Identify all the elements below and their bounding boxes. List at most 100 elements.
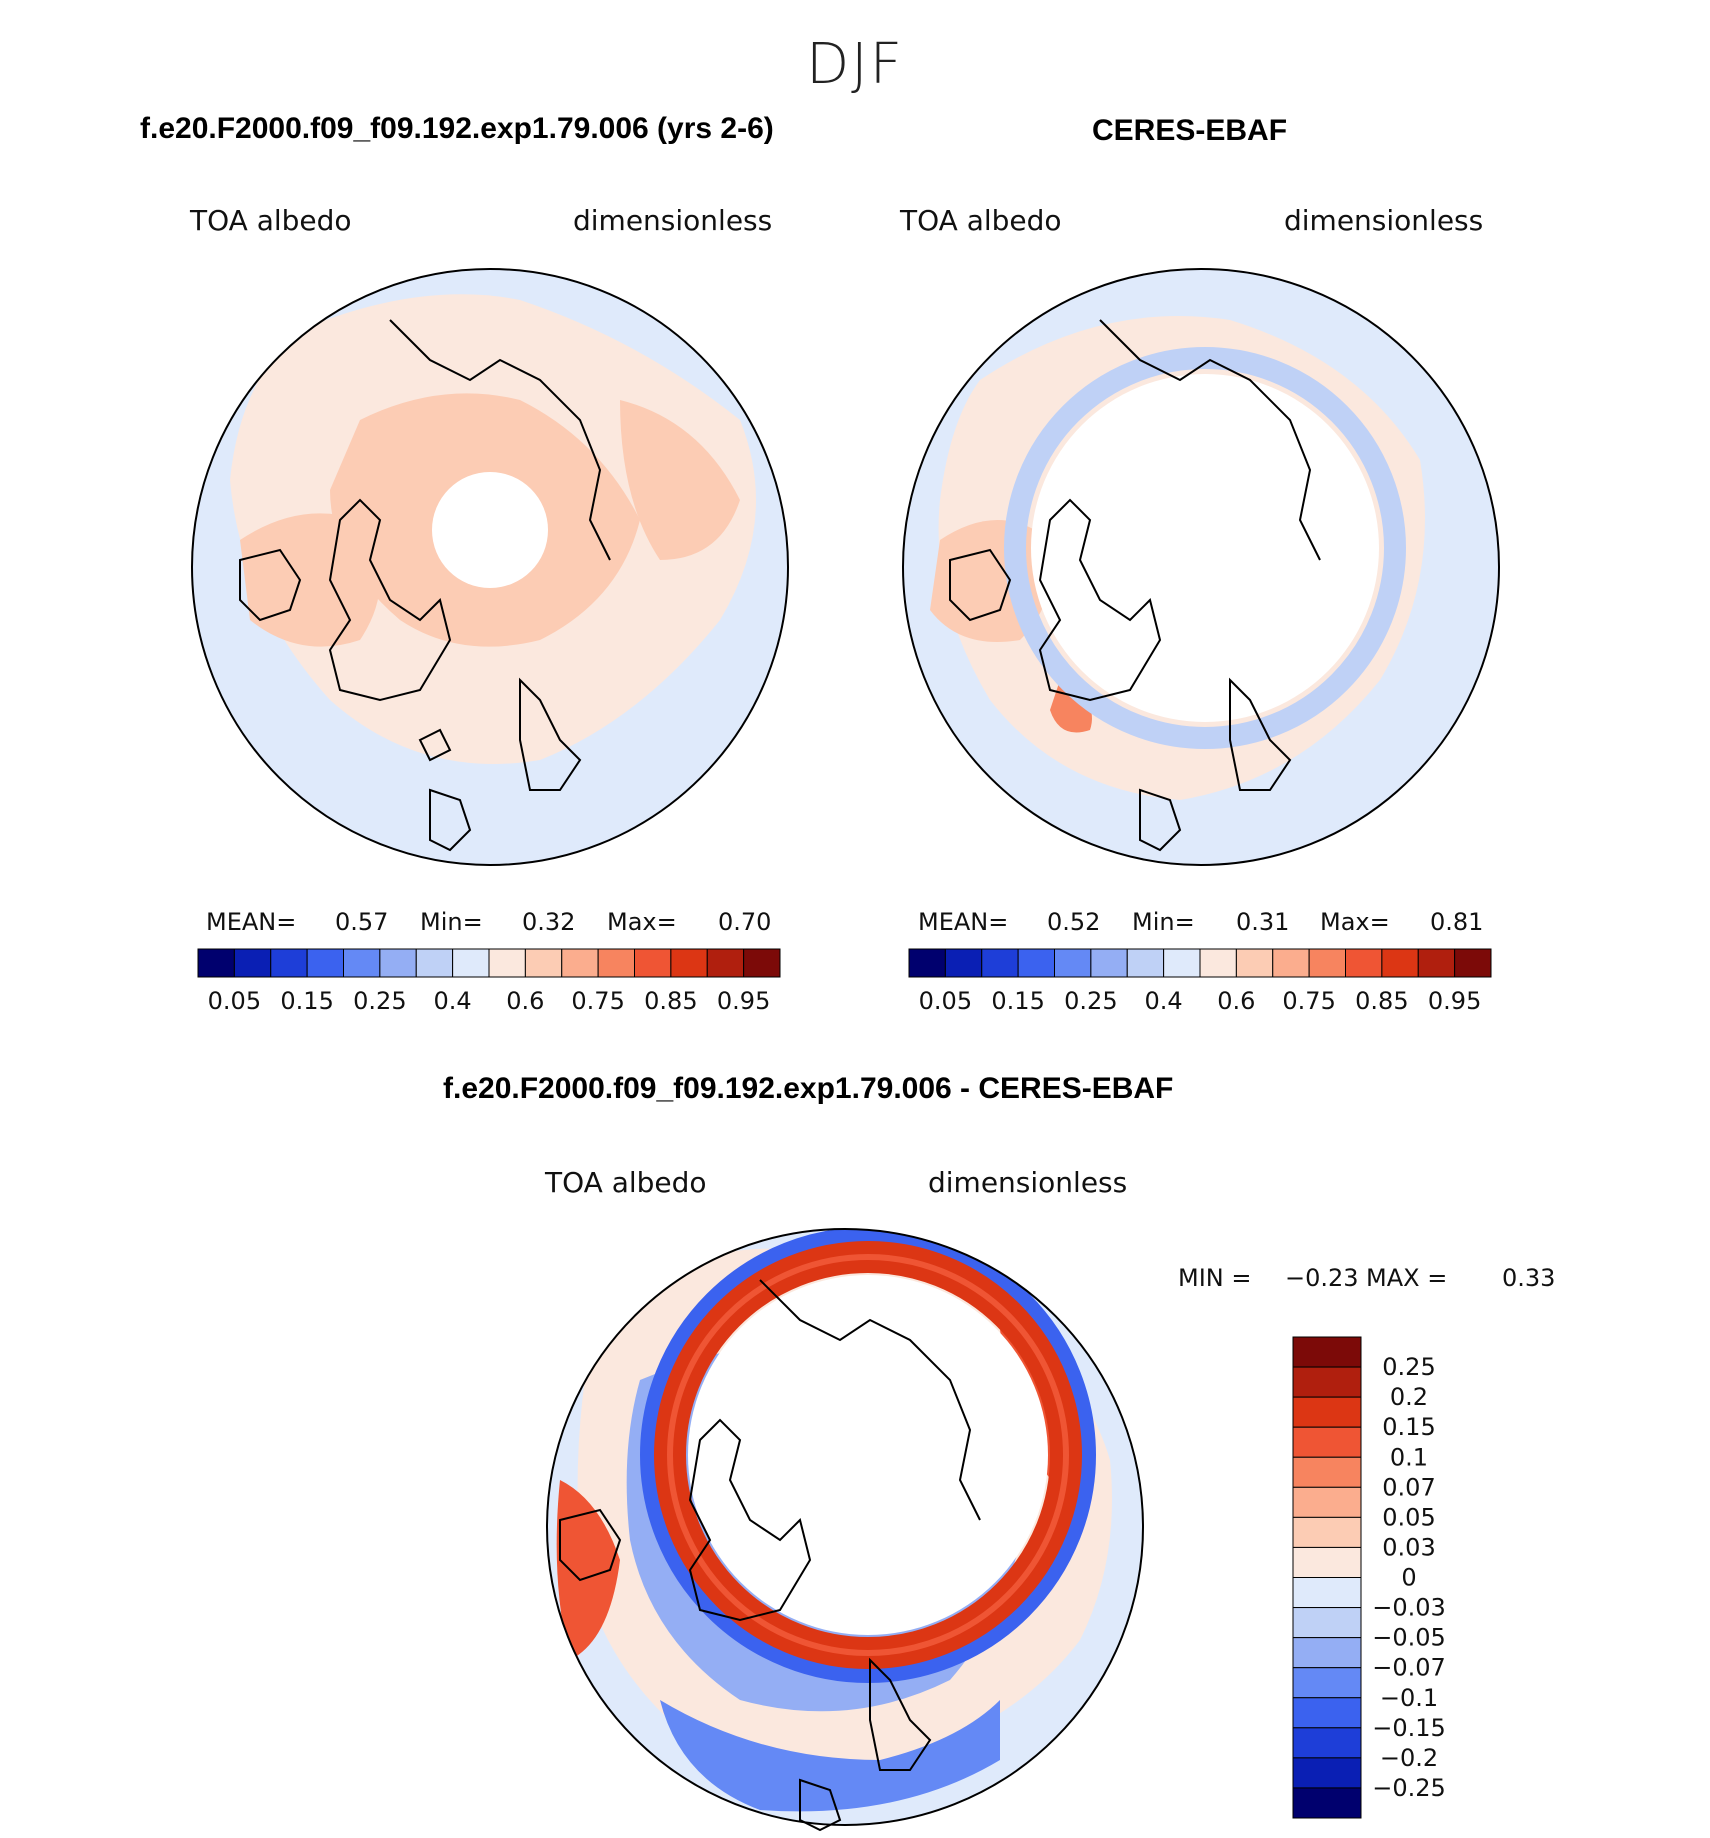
diff-colorbar-tick-label: −0.03 (1372, 1594, 1446, 1622)
panel1-colorbar-labels: 0.05 0.15 0.25 0.4 0.6 0.75 0.85 0.95 (208, 987, 771, 1015)
panel1-coastlines (239, 319, 611, 852)
diff-colorbar-tick-label: −0.1 (1380, 1684, 1438, 1712)
diff-colorbar-tick-label: −0.2 (1380, 1744, 1438, 1772)
panel2-colorbar-swatch-5 (1090, 948, 1128, 978)
diff-colorbar-tick-label: 0.07 (1382, 1473, 1435, 1501)
diff-colorbar-tick-label: 0.05 (1382, 1503, 1435, 1531)
panel1-colorbar-swatch-8 (488, 948, 526, 978)
panel1-units: dimensionless (573, 204, 773, 237)
panel2-mean-value: 0.52 (1047, 908, 1101, 936)
panel2-mean-label: MEAN= (918, 908, 1009, 936)
panel2-colorbar-swatch-3 (1017, 948, 1055, 978)
diff-min-label: MIN = (1178, 1264, 1252, 1292)
panel2-colorbar-swatch-15 (1454, 948, 1492, 978)
panel1-colorbar-tick-label: 0.6 (506, 987, 544, 1015)
panel1-min-label: Min= (420, 908, 483, 936)
panel2-colorbar-tick-label: 0.95 (1428, 987, 1481, 1015)
diff-colorbar-tick-label: −0.07 (1372, 1654, 1446, 1682)
diff-colorbar-swatch-1 (1292, 1366, 1362, 1398)
panel1-colorbar (197, 948, 781, 978)
diff-map-border (546, 1228, 1144, 1826)
panel1-colorbar-tick-label: 0.4 (434, 987, 472, 1015)
diff-colorbar-tick-label: 0.2 (1390, 1383, 1428, 1411)
panel1-colorbar-swatch-1 (233, 948, 272, 978)
diff-colorbar-swatch-13 (1292, 1727, 1362, 1759)
panel1-variable: TOA albedo (190, 204, 352, 237)
panel1-colorbar-tick-label: 0.25 (353, 987, 406, 1015)
panel2-colorbar-tick-label: 0.15 (991, 987, 1044, 1015)
diff-colorbar-swatch-3 (1292, 1426, 1362, 1458)
panel1-colorbar-swatch-13 (670, 948, 708, 978)
panel1-colorbar-swatch-2 (270, 948, 308, 978)
diff-min-value: −0.23 (1285, 1264, 1359, 1292)
diff-colorbar-swatch-0 (1292, 1336, 1362, 1368)
diff-colorbar-tick-label: 0 (1401, 1564, 1416, 1592)
season-title: DJF (806, 32, 904, 97)
panel2-max-value: 0.81 (1430, 908, 1484, 936)
panel2-coastlines (949, 319, 1321, 852)
panel1-colorbar-swatch-14 (706, 948, 745, 978)
panel2-colorbar-swatch-0 (908, 948, 946, 978)
diff-colorbar-swatch-12 (1292, 1697, 1362, 1729)
panel1-colorbar-swatch-6 (415, 948, 454, 978)
panel1-min-value: 0.32 (522, 908, 576, 936)
panel2-min-label: Min= (1132, 908, 1195, 936)
diff-colorbar-swatch-14 (1292, 1757, 1362, 1789)
diff-colorbar-swatch-15 (1292, 1787, 1362, 1819)
panel1-map (192, 269, 788, 865)
panel2-colorbar-swatch-7 (1163, 948, 1201, 978)
diff-max-label: MAX = (1366, 1264, 1448, 1292)
panel2-colorbar-tick-label: 0.75 (1282, 987, 1335, 1015)
panel2-colorbar-labels: 0.05 0.15 0.25 0.4 0.6 0.75 0.85 0.95 (919, 987, 1482, 1015)
diff-colorbar-swatch-11 (1292, 1667, 1362, 1699)
panel2-colorbar-swatch-1 (944, 948, 983, 978)
panel1-colorbar-swatch-12 (634, 948, 672, 978)
diff-colorbar-tick-label: −0.05 (1372, 1624, 1446, 1652)
panel1-colorbar-tick-label: 0.15 (280, 987, 333, 1015)
panel1-title: f.e20.F2000.f09_f09.192.exp1.79.006 (yrs… (140, 112, 774, 145)
diff-title: f.e20.F2000.f09_f09.192.exp1.79.006 - CE… (443, 1072, 1174, 1105)
diff-colorbar-tick-label: 0.15 (1382, 1413, 1435, 1441)
panel2-colorbar-tick-label: 0.25 (1064, 987, 1117, 1015)
panel2-units: dimensionless (1284, 204, 1484, 237)
diff-max-value: 0.33 (1502, 1264, 1556, 1292)
panel2-map-border (902, 268, 1500, 866)
diff-variable: TOA albedo (545, 1166, 707, 1199)
panel2-colorbar-swatch-6 (1126, 948, 1165, 978)
panel2-colorbar-swatch-14 (1417, 948, 1456, 978)
panel1-colorbar-tick-label: 0.05 (208, 987, 261, 1015)
diff-colorbar-swatch-10 (1292, 1637, 1362, 1669)
diff-colorbar-labels: 0.250.20.150.10.070.050.030−0.03−0.05−0.… (1372, 1353, 1446, 1802)
panel2-colorbar-tick-label: 0.6 (1217, 987, 1255, 1015)
panel1-colorbar-swatch-0 (197, 948, 235, 978)
panel1-colorbar-swatch-7 (452, 948, 490, 978)
diff-colorbar-tick-label: 0.1 (1390, 1443, 1428, 1471)
panel1-colorbar-tick-label: 0.75 (571, 987, 624, 1015)
panel1-colorbar-swatch-11 (597, 948, 635, 978)
panel2-colorbar-swatch-10 (1272, 948, 1310, 978)
diff-colorbar-tick-label: 0.03 (1382, 1533, 1435, 1561)
panel2-colorbar-swatch-12 (1345, 948, 1383, 978)
panel1-colorbar-swatch-15 (743, 948, 781, 978)
diff-colorbar-swatch-9 (1292, 1607, 1362, 1639)
panel1-max-label: Max= (607, 908, 677, 936)
panel1-colorbar-swatch-4 (343, 948, 381, 978)
panel1-mean-label: MEAN= (206, 908, 297, 936)
panel1-mean-value: 0.57 (335, 908, 389, 936)
diff-colorbar-tick-label: −0.25 (1372, 1774, 1446, 1802)
diff-colorbar-swatch-2 (1292, 1396, 1362, 1428)
panel1-max-value: 0.70 (718, 908, 772, 936)
panel1-colorbar-swatch-9 (524, 948, 563, 978)
panel2-colorbar-swatch-13 (1381, 948, 1419, 978)
diff-colorbar-swatch-5 (1292, 1486, 1362, 1518)
panel1-map-border (191, 268, 789, 866)
panel2-colorbar-swatch-11 (1308, 948, 1346, 978)
panel1-colorbar-swatch-10 (561, 948, 599, 978)
panel2-variable: TOA albedo (900, 204, 1062, 237)
diff-colorbar-tick-label: 0.25 (1382, 1353, 1435, 1381)
panel2-colorbar (908, 948, 1492, 978)
diff-map (547, 1229, 1143, 1825)
panel1-colorbar-swatch-3 (306, 948, 344, 978)
panel2-colorbar-tick-label: 0.05 (919, 987, 972, 1015)
